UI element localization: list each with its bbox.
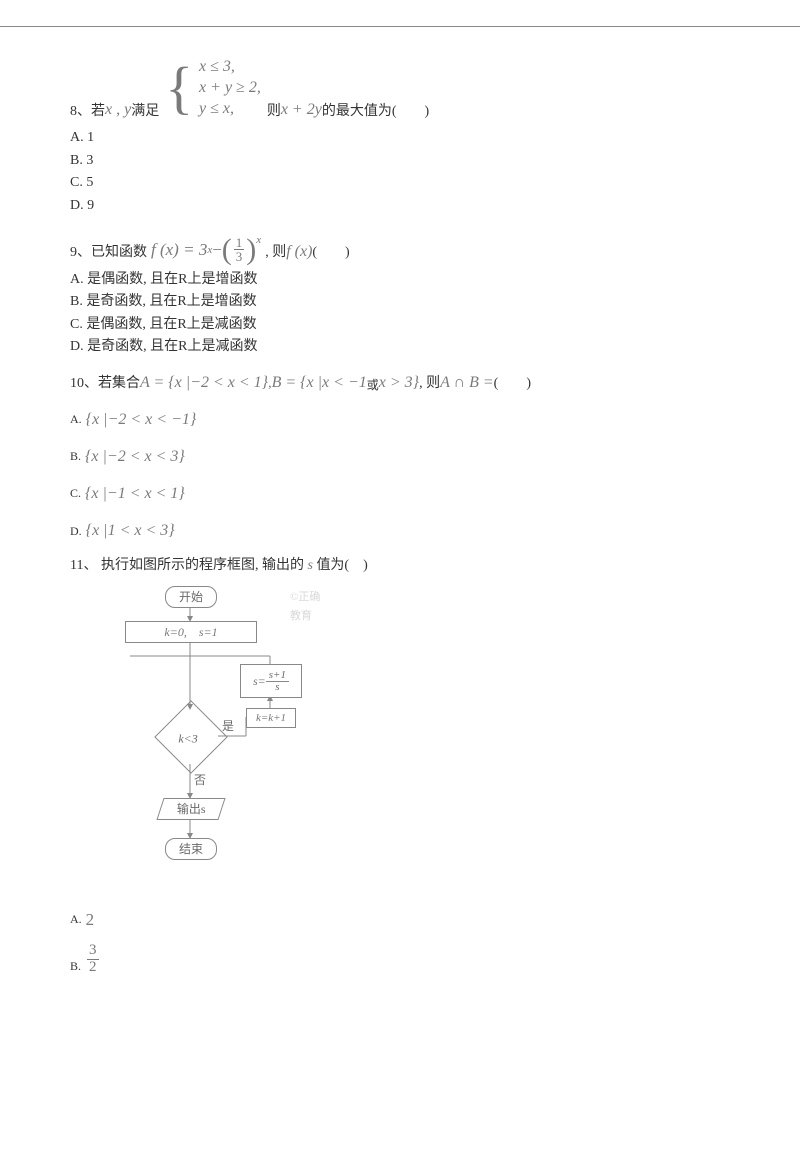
q11-flowchart: ©正确教育 (90, 586, 330, 896)
q10-stem: 10、 若集合 A = {x |−2 < x < 1} , B = {x |x … (70, 369, 531, 396)
q8-opt-a: A. 1 (70, 127, 730, 149)
q10-opt-c: C.{x |−1 < x < 1} (70, 480, 730, 507)
q11-stem2: 值为( ) (316, 558, 367, 573)
q8-mid2: 则 (267, 100, 281, 124)
q10-setB-pre: B = {x |x < −1 (272, 369, 367, 396)
q9-opt-b: B. 是奇函数, 且在R上是增函数 (70, 291, 730, 313)
fc-no-label: 否 (194, 770, 206, 790)
q9-number: 9、 (70, 241, 91, 265)
left-brace-icon: { (165, 59, 193, 117)
q8-number: 8、 (70, 100, 91, 124)
q9-suffix: ( ) (312, 241, 349, 265)
q11-opt-a: A.2 (70, 906, 730, 933)
fc-start: 开始 (165, 586, 217, 608)
q10-number: 10、 (70, 372, 98, 396)
q10-opt-a-val: {x |−2 < x < −1} (86, 406, 197, 433)
q8-vars: x , y (105, 96, 131, 123)
q8-suffix: 的最大值为( ) (322, 100, 429, 124)
q10-setA: A = {x |−2 < x < 1} (140, 369, 268, 396)
q11-stem: 执行如图所示的程序框图, 输出的 (101, 558, 304, 573)
q9-opt-d: D. 是奇函数, 且在R上是减函数 (70, 336, 730, 358)
q10-opt-b-val: {x |−2 < x < 3} (85, 443, 185, 470)
fc-assign-s-prefix: s= (253, 671, 266, 691)
q9-stem: 9、 已知函数 f (x) = 3x − ( 1 3 ) x , 则 f (x)… (70, 235, 350, 265)
fc-frac-den: s (266, 682, 289, 693)
q9-fx: f (x) (286, 238, 312, 265)
question-11: 11、 执行如图所示的程序框图, 输出的 s 值为( ) ©正确教育 (70, 554, 730, 975)
fc-start-label: 开始 (179, 587, 203, 607)
question-8: 8、 若 x , y 满足 { x ≤ 3, x + y ≥ 2, y ≤ x,… (70, 57, 730, 217)
q9-opt-a: A. 是偶函数, 且在R上是增函数 (70, 269, 730, 291)
fc-assign-k: k=k+1 (246, 708, 296, 728)
q8-options: A. 1 B. 3 C. 5 D. 9 (70, 127, 730, 217)
q8-constraints: x ≤ 3, x + y ≥ 2, y ≤ x, (199, 57, 261, 119)
q11-opt-b-frac: 3 2 (85, 943, 101, 976)
left-paren-icon: ( (222, 235, 232, 265)
q11-opt-a-val: 2 (86, 906, 95, 933)
q9-lhs: f (x) = 3 (151, 236, 207, 265)
fc-cond-label: k<3 (158, 729, 218, 749)
fc-assign-k-label: k=k+1 (256, 709, 286, 728)
q9-frac-den: 3 (234, 250, 245, 264)
q10-prefix: 若集合 (98, 372, 140, 396)
q8-system: { x ≤ 3, x + y ≥ 2, y ≤ x, (165, 57, 261, 119)
q10-opt-c-val: {x |−1 < x < 1} (85, 480, 185, 507)
q11-opt-b: B. 3 2 (70, 943, 730, 976)
q9-paren-frac: ( 1 3 ) (222, 235, 257, 265)
fc-end-label: 结束 (179, 839, 203, 859)
q10-opt-b: B.{x |−2 < x < 3} (70, 443, 730, 470)
q9-exp2: x (256, 231, 261, 250)
q11-stem-row: 11、 执行如图所示的程序框图, 输出的 s 值为( ) (70, 554, 730, 578)
q9-function: f (x) = 3x − ( 1 3 ) x (151, 235, 261, 265)
right-paren-icon: ) (246, 235, 256, 265)
fc-assign-s-frac: s+1 s (266, 670, 289, 693)
q9-frac-num: 1 (234, 236, 245, 251)
q8-expr: x + 2y (281, 96, 322, 123)
q10-opt-d: D.{x |1 < x < 3} (70, 517, 730, 544)
q10-options: A.{x |−2 < x < −1} B.{x |−2 < x < 3} C.{… (70, 406, 730, 545)
q11-number: 11、 (70, 558, 97, 573)
q10-expr: A ∩ B = (440, 369, 494, 396)
fc-output-label: 输出s (177, 799, 206, 819)
q10-setB-post: x > 3} (379, 369, 419, 396)
q10-or: 或 (367, 375, 379, 395)
fc-init-label: k=0, s=1 (164, 622, 217, 642)
q10-opt-a: A.{x |−2 < x < −1} (70, 406, 730, 433)
q8-prefix: 若 (91, 100, 105, 124)
q11-b-den: 2 (87, 960, 99, 976)
fc-assign-s: s= s+1 s (240, 664, 302, 698)
question-10: 10、 若集合 A = {x |−2 < x < 1} , B = {x |x … (70, 369, 730, 545)
q8-opt-b: B. 3 (70, 150, 730, 172)
fc-frac-num: s+1 (266, 670, 289, 682)
q9-mid: , 则 (265, 241, 286, 265)
page-content: 8、 若 x , y 满足 { x ≤ 3, x + y ≥ 2, y ≤ x,… (0, 26, 800, 1016)
q9-frac: 1 3 (232, 236, 247, 264)
fc-init: k=0, s=1 (125, 621, 257, 643)
q9-prefix: 已知函数 (91, 241, 147, 265)
question-9: 9、 已知函数 f (x) = 3x − ( 1 3 ) x , 则 f (x)… (70, 235, 730, 359)
q8-opt-c: C. 5 (70, 172, 730, 194)
q11-svar: s (307, 558, 312, 573)
q8-opt-d: D. 9 (70, 195, 730, 217)
q11-b-num: 3 (87, 943, 99, 960)
fc-end: 结束 (165, 838, 217, 860)
q10-mid: , 则 (419, 372, 440, 396)
fc-yes-label: 是 (222, 716, 234, 736)
q10-suffix: ( ) (494, 372, 531, 396)
q8-stem: 8、 若 x , y 满足 { x ≤ 3, x + y ≥ 2, y ≤ x,… (70, 57, 730, 123)
q11-options: A.2 B. 3 2 (70, 906, 730, 976)
q9-opt-c: C. 是偶函数, 且在R上是减函数 (70, 314, 730, 336)
q9-minus: − (212, 236, 222, 265)
q8-c1: x ≤ 3, (199, 57, 261, 78)
q8-c3: y ≤ x, (199, 99, 261, 120)
q8-c2: x + y ≥ 2, (199, 78, 261, 99)
fc-output: 输出s (156, 798, 225, 820)
q10-opt-d-val: {x |1 < x < 3} (86, 517, 175, 544)
q8-mid1: 满足 (131, 100, 159, 124)
q9-options: A. 是偶函数, 且在R上是增函数 B. 是奇函数, 且在R上是增函数 C. 是… (70, 269, 730, 359)
